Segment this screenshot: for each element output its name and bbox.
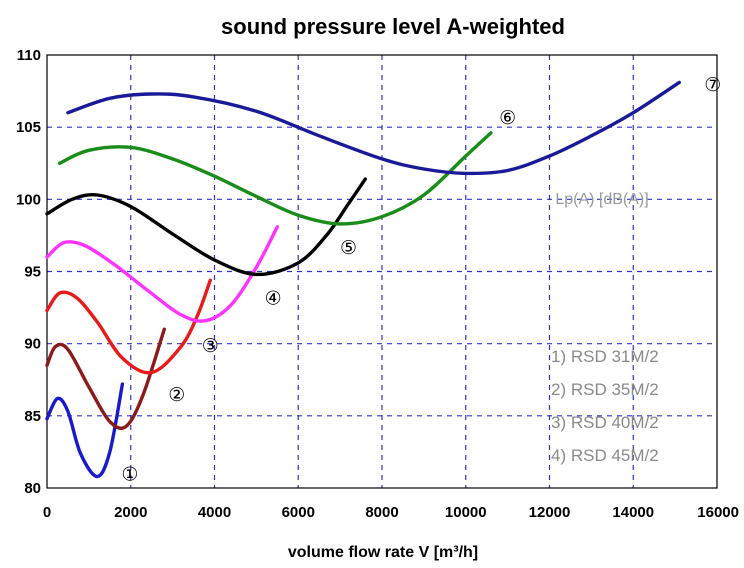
x-tick-label: 12000 xyxy=(529,504,571,521)
legend-entry: 4) RSD 45M/2 xyxy=(551,446,659,465)
y-tick-label: 90 xyxy=(24,336,41,353)
legend-entry: 3) RSD 40M/2 xyxy=(551,413,659,432)
y-tick-label: 80 xyxy=(24,480,41,497)
legend: 1) RSD 31M/2 2) RSD 35M/2 3) RSD 40M/2 4) R… xyxy=(551,347,659,465)
x-tick-label: 16000 xyxy=(697,504,739,521)
legend-entry: 2) RSD 35M/2 xyxy=(551,380,659,399)
legend-entry: 1) RSD 31M/2 xyxy=(551,347,659,366)
series-marker-3: ③ xyxy=(202,335,219,357)
x-axis: 0 2000 4000 6000 8000 10000 12000 14000 16000 xyxy=(43,504,739,521)
y-tick-label: 95 xyxy=(24,264,41,281)
x-tick-label: 0 xyxy=(43,504,51,521)
unit-label: Lp(A) [dB(A)] xyxy=(555,191,648,208)
x-tick-label: 6000 xyxy=(282,504,315,521)
series-markers: ① ② ③ ④ ⑤ ⑥ ⑦ xyxy=(121,74,721,486)
chart-title: sound pressure level A-weighted xyxy=(221,14,565,39)
y-tick-label: 100 xyxy=(16,191,41,208)
x-tick-label: 8000 xyxy=(365,504,398,521)
y-axis: 80 85 90 95 100 105 110 xyxy=(16,47,41,497)
series-line-3 xyxy=(45,278,212,375)
y-tick-label: 85 xyxy=(24,408,41,425)
series-marker-2: ② xyxy=(168,384,185,406)
series-marker-5: ⑤ xyxy=(340,237,357,259)
x-tick-label: 14000 xyxy=(612,504,654,521)
series-line-2 xyxy=(45,327,166,430)
y-tick-label: 105 xyxy=(16,119,41,136)
series-group xyxy=(45,80,681,479)
y-tick-label: 110 xyxy=(17,47,41,64)
series-marker-1: ① xyxy=(121,464,138,486)
series-line-6 xyxy=(57,131,493,226)
series-line-7 xyxy=(66,80,681,176)
series-marker-7: ⑦ xyxy=(704,74,721,96)
series-marker-4: ④ xyxy=(265,287,282,309)
plot-frame xyxy=(46,54,718,489)
x-axis-label: volume flow rate V [m³/h] xyxy=(288,544,478,561)
x-tick-label: 10000 xyxy=(445,504,487,521)
series-marker-6: ⑥ xyxy=(499,107,516,129)
x-tick-label: 4000 xyxy=(198,504,231,521)
x-tick-label: 2000 xyxy=(114,504,147,521)
series-line-4 xyxy=(45,225,279,323)
series-line-1 xyxy=(45,382,125,479)
